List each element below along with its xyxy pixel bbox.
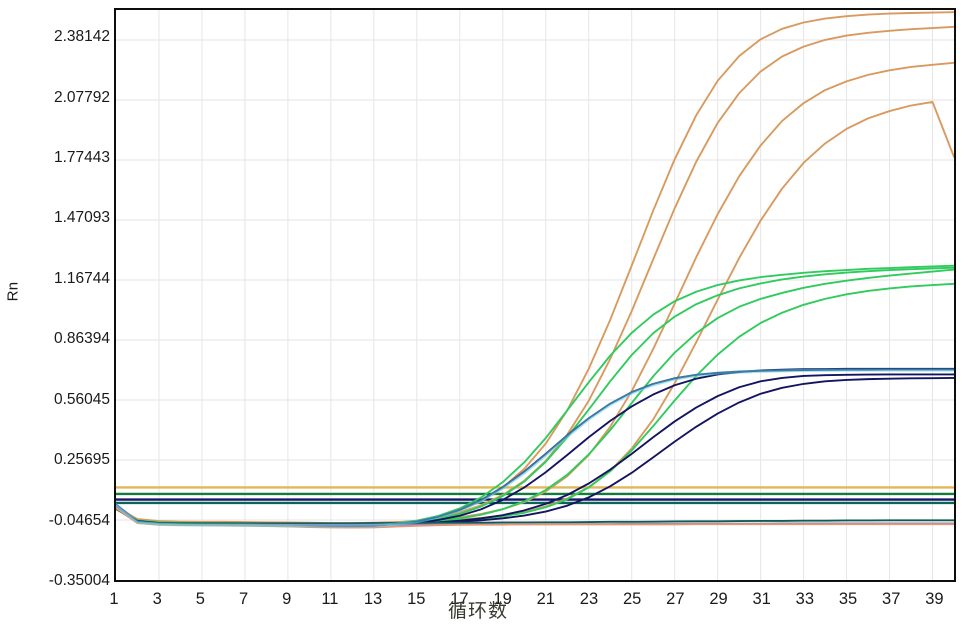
y-tick-label: 0.25695: [53, 451, 110, 469]
x-tick-label: 39: [925, 590, 944, 608]
x-axis-title: 循环数: [448, 600, 509, 622]
y-tick-label: 0.86394: [53, 330, 110, 348]
x-tick-label: 19: [493, 590, 512, 608]
x-tick-label: 35: [838, 590, 858, 608]
x-tick-label: 7: [238, 590, 249, 608]
threshold-lines: [116, 486, 954, 505]
x-tick-label: 17: [450, 590, 469, 608]
x-tick-label: 25: [622, 590, 642, 608]
y-tick-label: -0.35004: [48, 572, 110, 589]
x-tick-label: 5: [195, 590, 205, 608]
x-tick-label: 33: [795, 590, 815, 608]
y-tick-label: -0.04654: [48, 511, 110, 529]
x-tick-label: 1: [109, 590, 119, 608]
y-tick-label: 1.77443: [53, 149, 110, 167]
x-tick-label: 15: [407, 590, 426, 608]
y-tick-label: 1.16744: [53, 269, 110, 287]
y-tick-label: 2.38142: [53, 28, 110, 46]
amplification-curves: [116, 11, 954, 529]
y-tick-label: 2.07792: [53, 88, 110, 106]
x-tick-label: 27: [666, 590, 685, 608]
x-tick-label: 9: [282, 590, 292, 608]
x-tick-label: 31: [752, 590, 771, 608]
x-tick-label: 13: [363, 590, 383, 608]
y-tick-label: 1.47093: [53, 209, 110, 227]
y-axis-tick-labels: -0.35004 -0.04654 0.25695 0.56045 0.86394 1.1…: [0, 0, 110, 628]
x-tick-label: 29: [709, 590, 728, 608]
x-tick-label: 23: [579, 590, 599, 608]
curve-teal-flat: [116, 507, 954, 525]
plot-area: [114, 8, 956, 582]
curve-cyan-overlay: [116, 368, 954, 528]
y-tick-label: 0.56045: [53, 390, 110, 408]
chart-canvas: [116, 10, 954, 580]
x-tick-label: 37: [882, 590, 901, 608]
x-tick-label: 21: [536, 590, 555, 608]
x-tick-label: 11: [321, 590, 339, 608]
x-tick-label: 3: [152, 590, 162, 608]
